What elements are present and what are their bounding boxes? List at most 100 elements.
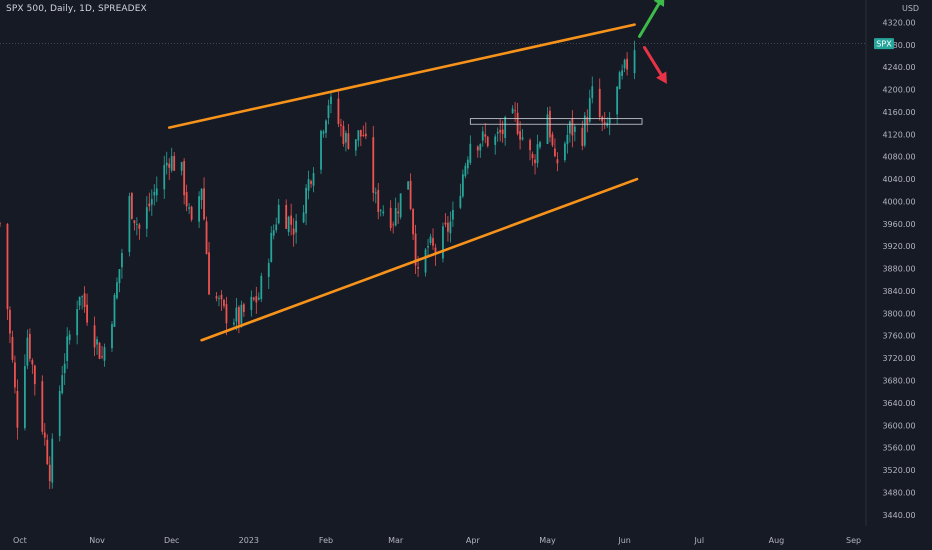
candle-body bbox=[479, 144, 482, 151]
candle-body bbox=[494, 136, 497, 145]
y-tick-label: 4160.00 bbox=[882, 108, 915, 117]
candle-body bbox=[11, 336, 14, 360]
candle-body bbox=[295, 220, 298, 233]
x-tick-label: Oct bbox=[13, 536, 27, 545]
candle-body bbox=[459, 195, 462, 208]
candle-body bbox=[511, 108, 514, 114]
candle-body bbox=[534, 159, 536, 164]
candle-body bbox=[260, 275, 263, 300]
candle-body bbox=[118, 269, 121, 283]
candle-body bbox=[330, 96, 332, 104]
candle-body bbox=[598, 88, 601, 117]
candle-body bbox=[588, 98, 591, 122]
candle-body bbox=[225, 304, 228, 324]
price-axis[interactable]: 4320.00 4280.00 4240.00 4200.00 4160.00 4120.… bbox=[882, 18, 915, 519]
candle-body bbox=[414, 233, 417, 266]
candle-body bbox=[33, 365, 36, 385]
candle-body bbox=[444, 222, 447, 225]
candle-body bbox=[155, 188, 158, 196]
candle-body bbox=[46, 439, 49, 465]
candle-body bbox=[43, 432, 46, 438]
candle-body bbox=[476, 146, 479, 151]
candle-body bbox=[568, 121, 571, 134]
arrow-down-head bbox=[656, 71, 667, 84]
candle-body bbox=[238, 307, 240, 325]
price-tag-background bbox=[874, 38, 894, 50]
candle-body bbox=[101, 356, 103, 358]
currency-label: USD bbox=[902, 4, 920, 13]
candle-body bbox=[9, 309, 11, 334]
candle-body bbox=[168, 163, 171, 168]
candle-body bbox=[364, 133, 367, 137]
candles-group bbox=[0, 40, 636, 490]
candle-body bbox=[442, 226, 444, 259]
candle-body bbox=[307, 179, 310, 191]
time-axis[interactable]: Oct Nov Dec 2023 Feb Mar Apr May Jun Jul Aug Sep bbox=[13, 536, 861, 545]
candle-body bbox=[128, 196, 131, 252]
candle-body bbox=[292, 228, 295, 235]
candle-body bbox=[354, 139, 357, 151]
candle-body bbox=[203, 188, 205, 220]
y-tick-label: 4040.00 bbox=[882, 175, 915, 184]
candle-body bbox=[121, 253, 123, 268]
candle-body bbox=[327, 105, 330, 119]
candle-body bbox=[51, 438, 54, 483]
candle-body bbox=[608, 117, 611, 124]
candle-body bbox=[312, 173, 315, 186]
candle-body bbox=[145, 207, 148, 229]
candle-body bbox=[275, 224, 278, 231]
candle-body bbox=[372, 137, 375, 193]
x-tick-label: Mar bbox=[388, 536, 404, 545]
candle-body bbox=[6, 224, 9, 310]
candle-body bbox=[23, 366, 26, 429]
candle-body bbox=[83, 293, 86, 307]
candle-body bbox=[551, 134, 554, 146]
candle-body bbox=[103, 347, 106, 361]
candle-body bbox=[447, 222, 449, 232]
candle-body bbox=[322, 131, 325, 134]
candle-body bbox=[14, 362, 16, 388]
candle-body bbox=[76, 309, 79, 336]
candle-body bbox=[434, 247, 437, 255]
y-tick-label: 4320.00 bbox=[882, 18, 915, 27]
y-tick-label: 4000.00 bbox=[882, 197, 915, 206]
candle-body bbox=[618, 72, 621, 90]
x-tick-label: 2023 bbox=[239, 536, 259, 545]
x-tick-label: Apr bbox=[466, 536, 481, 545]
candle-body bbox=[16, 390, 19, 428]
candle-body bbox=[466, 159, 469, 169]
candle-body bbox=[98, 342, 101, 359]
trendline bbox=[167, 23, 636, 129]
candle-body bbox=[235, 307, 238, 322]
candle-body bbox=[86, 304, 88, 323]
candle-body bbox=[63, 363, 66, 374]
candle-body bbox=[399, 193, 402, 218]
candle-body bbox=[357, 130, 360, 141]
candle-body bbox=[310, 181, 312, 184]
candle-body bbox=[626, 58, 628, 70]
candle-body bbox=[382, 211, 385, 214]
candle-body bbox=[501, 129, 504, 135]
x-tick-label: Feb bbox=[319, 536, 333, 545]
candle-body bbox=[200, 188, 203, 200]
candle-body bbox=[514, 110, 517, 112]
y-tick-label: 3640.00 bbox=[882, 399, 915, 408]
x-tick-label: Jul bbox=[693, 536, 704, 545]
candle-body bbox=[449, 221, 452, 234]
candle-body bbox=[96, 339, 98, 345]
candle-body bbox=[362, 134, 365, 137]
candle-body bbox=[481, 131, 484, 141]
drawings-group bbox=[167, 0, 667, 342]
candle-body bbox=[521, 137, 524, 140]
candle-body bbox=[469, 143, 472, 163]
candle-body bbox=[257, 297, 260, 300]
candle-body bbox=[486, 136, 489, 147]
candle-body bbox=[28, 333, 31, 359]
x-tick-label: Jun bbox=[617, 536, 631, 545]
candle-body bbox=[536, 144, 539, 164]
candle-body bbox=[205, 221, 208, 255]
candle-body bbox=[563, 143, 566, 161]
x-tick-label: Aug bbox=[769, 536, 785, 545]
candle-body bbox=[581, 127, 584, 146]
